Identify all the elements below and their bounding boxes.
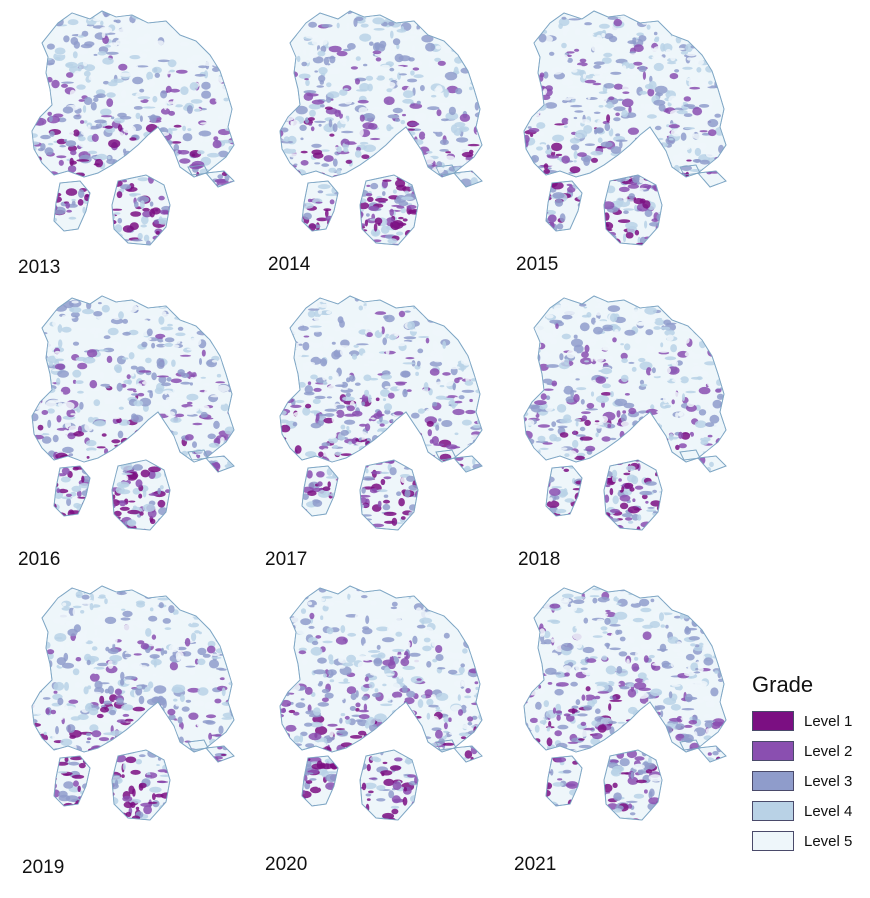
legend-label: Level 4 — [804, 802, 853, 820]
legend-item-level-3: Level 3 — [752, 766, 864, 796]
map-panel-2020 — [268, 580, 518, 850]
legend-item-level-5: Level 5 — [752, 826, 864, 856]
grade-map — [279, 585, 483, 821]
legend-label: Level 3 — [804, 772, 853, 790]
year-label-2019: 2019 — [22, 857, 65, 878]
legend-swatch-level-5 — [752, 831, 794, 851]
legend: Grade Level 1 Level 2 Level 3 Level 4 Le… — [752, 672, 864, 856]
legend-item-level-2: Level 2 — [752, 736, 864, 766]
year-label-2021: 2021 — [514, 854, 557, 875]
legend-item-level-4: Level 4 — [752, 796, 864, 826]
year-label-2013: 2013 — [18, 257, 61, 278]
map-panel-2013 — [20, 5, 270, 275]
grade-map — [31, 295, 235, 531]
year-label-2016: 2016 — [18, 549, 61, 570]
grade-map — [31, 10, 235, 246]
grade-map — [279, 10, 483, 246]
map-panel-2014 — [268, 5, 518, 275]
year-label-2015: 2015 — [516, 254, 559, 275]
legend-label: Level 2 — [804, 742, 853, 760]
year-label-2018: 2018 — [518, 549, 561, 570]
legend-swatch-level-2 — [752, 741, 794, 761]
legend-swatch-level-1 — [752, 711, 794, 731]
legend-title: Grade — [752, 672, 814, 697]
year-label-2020: 2020 — [265, 854, 308, 875]
map-panel-2015 — [512, 5, 762, 275]
map-panel-2016 — [20, 290, 270, 560]
legend-item-level-1: Level 1 — [752, 706, 864, 736]
year-label-2014: 2014 — [268, 254, 311, 275]
legend-label: Level 1 — [804, 712, 853, 730]
year-label-2017: 2017 — [265, 549, 308, 570]
grade-map — [31, 585, 235, 821]
map-panel-2019 — [20, 580, 270, 850]
grade-map — [523, 10, 727, 246]
legend-label: Level 5 — [804, 832, 853, 850]
legend-swatch-level-4 — [752, 801, 794, 821]
map-panel-2018 — [512, 290, 762, 560]
grade-map — [523, 295, 727, 531]
map-panel-2021 — [512, 580, 762, 850]
grade-map — [523, 585, 727, 821]
grade-map — [279, 295, 483, 531]
legend-swatch-level-3 — [752, 771, 794, 791]
map-panel-2017 — [268, 290, 518, 560]
